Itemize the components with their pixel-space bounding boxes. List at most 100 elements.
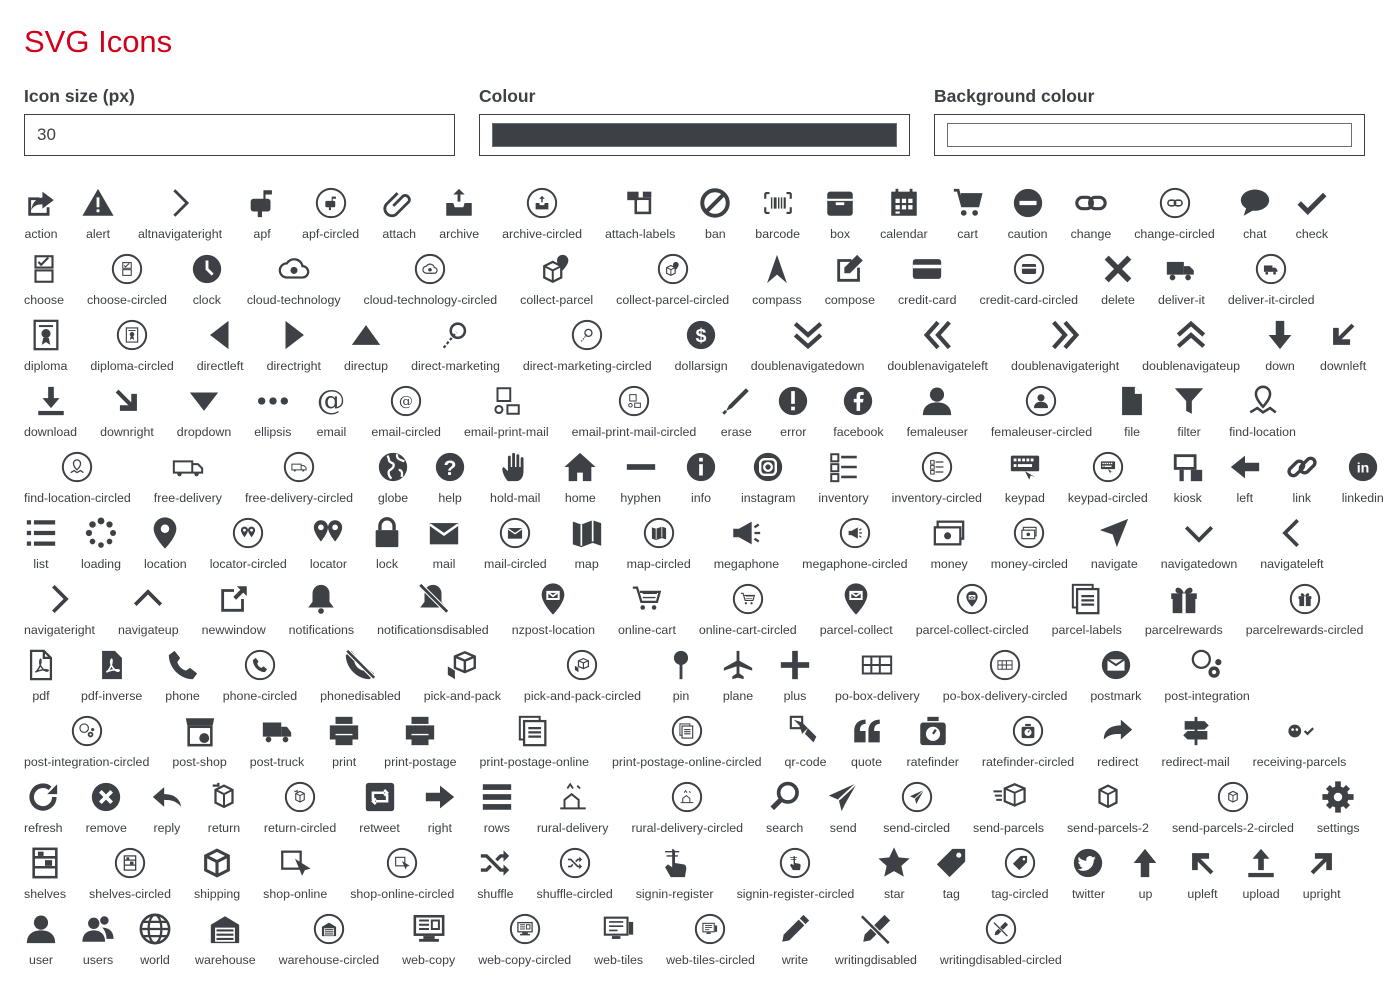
icon-tile-up[interactable]: up	[1128, 846, 1162, 902]
icon-tile-action[interactable]: action	[24, 186, 58, 242]
background-colour-swatch[interactable]	[947, 123, 1352, 147]
icon-tile-ratefinder[interactable]: ratefinder	[907, 714, 959, 770]
icon-tile-send-parcels[interactable]: send-parcels	[973, 780, 1044, 836]
icon-tile-shuffle[interactable]: shuffle	[477, 846, 514, 902]
icon-tile-money-circled[interactable]: money-circled	[991, 516, 1068, 572]
icon-tile-cloud-technology[interactable]: cloud-technology	[247, 252, 341, 308]
icon-tile-email-print-mail-circled[interactable]: email-print-mail-circled	[572, 384, 696, 440]
icon-tile-directup[interactable]: directup	[344, 318, 388, 374]
icon-tile-clock[interactable]: clock	[190, 252, 224, 308]
icon-tile-qr-code[interactable]: qr-code	[784, 714, 827, 770]
icon-tile-mail-circled[interactable]: mail-circled	[484, 516, 547, 572]
colour-swatch[interactable]	[492, 123, 897, 147]
icon-tile-chat[interactable]: chat	[1238, 186, 1272, 242]
icon-tile-ellipsis[interactable]: ellipsis	[254, 384, 291, 440]
background-colour-picker[interactable]	[934, 114, 1365, 156]
icon-tile-retweet[interactable]: retweet	[359, 780, 400, 836]
icon-tile-free-delivery[interactable]: free-delivery	[154, 450, 222, 506]
icon-tile-download[interactable]: download	[24, 384, 77, 440]
icon-tile-users[interactable]: users	[81, 912, 115, 968]
icon-tile-locator[interactable]: locator	[310, 516, 347, 572]
icon-tile-quote[interactable]: quote	[850, 714, 884, 770]
icon-tile-web-tiles-circled[interactable]: web-tiles-circled	[666, 912, 755, 968]
icon-tile-navigateleft[interactable]: navigateleft	[1260, 516, 1324, 572]
icon-tile-archive[interactable]: archive	[439, 186, 479, 242]
icon-tile-file[interactable]: file	[1115, 384, 1149, 440]
icon-tile-credit-card[interactable]: credit-card	[898, 252, 957, 308]
icon-tile-web-copy[interactable]: web-copy	[402, 912, 455, 968]
icon-tile-femaleuser-circled[interactable]: femaleuser-circled	[991, 384, 1092, 440]
icon-tile-parcel-collect[interactable]: parcel-collect	[820, 582, 893, 638]
icon-tile-print-postage-online[interactable]: print-postage-online	[480, 714, 589, 770]
icon-tile-star[interactable]: star	[877, 846, 911, 902]
icon-tile-shop-online-circled[interactable]: shop-online-circled	[350, 846, 454, 902]
icon-tile-inventory[interactable]: inventory	[818, 450, 869, 506]
icon-tile-rural-delivery[interactable]: rural-delivery	[537, 780, 608, 836]
icon-tile-lock[interactable]: lock	[370, 516, 404, 572]
icon-tile-compass[interactable]: compass	[752, 252, 802, 308]
icon-tile-refresh[interactable]: refresh	[24, 780, 63, 836]
icon-tile-doublenavigateleft[interactable]: doublenavigateleft	[887, 318, 988, 374]
icon-tile-apf-circled[interactable]: apf-circled	[302, 186, 359, 242]
icon-tile-deliver-it[interactable]: deliver-it	[1158, 252, 1205, 308]
icon-tile-left[interactable]: left	[1228, 450, 1262, 506]
icon-tile-web-tiles[interactable]: web-tiles	[594, 912, 643, 968]
icon-tile-navigateup[interactable]: navigateup	[118, 582, 179, 638]
icon-tile-altnavigateright[interactable]: altnavigateright	[138, 186, 222, 242]
icon-tile-archive-circled[interactable]: archive-circled	[502, 186, 582, 242]
icon-tile-direct-marketing[interactable]: direct-marketing	[411, 318, 500, 374]
icon-tile-search[interactable]: search	[766, 780, 803, 836]
icon-tile-barcode[interactable]: barcode	[755, 186, 800, 242]
icon-tile-phone[interactable]: phone	[165, 648, 200, 704]
icon-tile-pick-and-pack[interactable]: pick-and-pack	[424, 648, 501, 704]
icon-tile-find-location[interactable]: find-location	[1229, 384, 1296, 440]
icon-tile-list[interactable]: list	[24, 516, 58, 572]
icon-tile-keypad-circled[interactable]: keypad-circled	[1068, 450, 1148, 506]
icon-tile-shelves-circled[interactable]: shelves-circled	[89, 846, 171, 902]
icon-tile-credit-card-circled[interactable]: credit-card-circled	[980, 252, 1078, 308]
icon-tile-newwindow[interactable]: newwindow	[202, 582, 266, 638]
icon-tile-shuffle-circled[interactable]: shuffle-circled	[537, 846, 613, 902]
icon-size-input[interactable]	[25, 115, 454, 155]
icon-tile-online-cart[interactable]: online-cart	[618, 582, 676, 638]
icon-tile-reply[interactable]: reply	[150, 780, 184, 836]
icon-tile-dropdown[interactable]: dropdown	[177, 384, 231, 440]
icon-tile-facebook[interactable]: facebook	[833, 384, 884, 440]
icon-tile-mail[interactable]: mail	[427, 516, 461, 572]
icon-tile-caution[interactable]: caution	[1008, 186, 1048, 242]
icon-tile-settings[interactable]: settings	[1317, 780, 1360, 836]
icon-tile-po-box-delivery[interactable]: po-box-delivery	[835, 648, 920, 704]
icon-tile-doublenavigateright[interactable]: doublenavigateright	[1011, 318, 1119, 374]
icon-tile-inventory-circled[interactable]: inventory-circled	[892, 450, 982, 506]
icon-tile-post-shop[interactable]: post-shop	[172, 714, 227, 770]
icon-tile-home[interactable]: home	[563, 450, 597, 506]
icon-tile-attach[interactable]: attach	[382, 186, 416, 242]
icon-tile-print-postage-online-circled[interactable]: print-postage-online-circled	[612, 714, 761, 770]
icon-tile-redirect[interactable]: redirect	[1097, 714, 1138, 770]
icon-tile-warehouse[interactable]: warehouse	[195, 912, 256, 968]
icon-tile-write[interactable]: write	[778, 912, 812, 968]
icon-tile-erase[interactable]: erase	[719, 384, 753, 440]
icon-tile-user[interactable]: user	[24, 912, 58, 968]
icon-tile-post-truck[interactable]: post-truck	[250, 714, 304, 770]
icon-tile-upright[interactable]: upright	[1303, 846, 1341, 902]
icon-tile-postmark[interactable]: postmark	[1090, 648, 1141, 704]
icon-tile-check[interactable]: check	[1295, 186, 1329, 242]
icon-tile-direct-marketing-circled[interactable]: direct-marketing-circled	[523, 318, 652, 374]
icon-tile-rural-delivery-circled[interactable]: rural-delivery-circled	[631, 780, 743, 836]
icon-tile-send-circled[interactable]: send-circled	[883, 780, 950, 836]
icon-tile-info[interactable]: info	[684, 450, 718, 506]
icon-tile-world[interactable]: world	[138, 912, 172, 968]
icon-tile-return[interactable]: return	[207, 780, 241, 836]
icon-tile-upleft[interactable]: upleft	[1185, 846, 1219, 902]
icon-tile-signin-register-circled[interactable]: signin-register-circled	[737, 846, 854, 902]
icon-tile-compose[interactable]: compose	[825, 252, 875, 308]
icon-tile-down[interactable]: down	[1263, 318, 1297, 374]
icon-tile-find-location-circled[interactable]: find-location-circled	[24, 450, 131, 506]
icon-tile-collect-parcel[interactable]: collect-parcel	[520, 252, 593, 308]
icon-tile-send-parcels-2[interactable]: send-parcels-2	[1067, 780, 1149, 836]
icon-tile-megaphone-circled[interactable]: megaphone-circled	[802, 516, 908, 572]
icon-tile-navigatedown[interactable]: navigatedown	[1161, 516, 1237, 572]
icon-tile-filter[interactable]: filter	[1172, 384, 1206, 440]
icon-tile-pdf-inverse[interactable]: pdf-inverse	[81, 648, 142, 704]
